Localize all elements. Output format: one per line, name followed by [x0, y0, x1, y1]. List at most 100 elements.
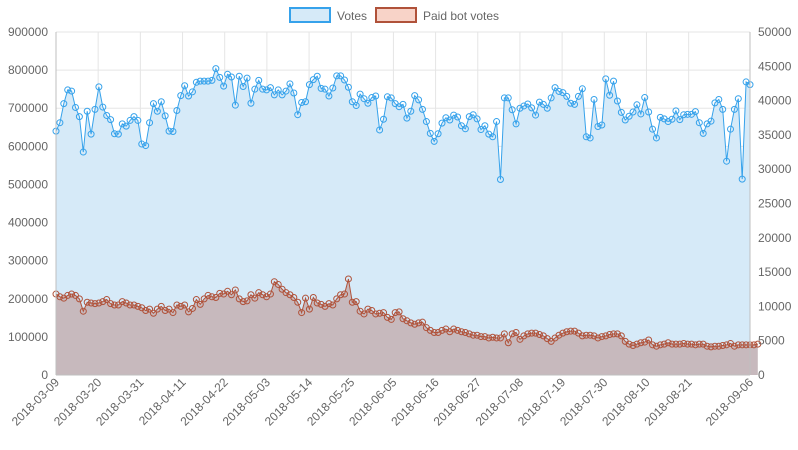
point-paid-bot-votes[interactable]: [376, 309, 384, 317]
point-paid-bot-votes[interactable]: [333, 295, 341, 303]
point-paid-bot-votes[interactable]: [208, 293, 216, 301]
point-paid-bot-votes[interactable]: [212, 293, 220, 301]
point-paid-bot-votes[interactable]: [742, 341, 750, 349]
point-paid-bot-votes[interactable]: [691, 341, 699, 349]
point-paid-bot-votes[interactable]: [715, 342, 723, 350]
point-paid-bot-votes[interactable]: [738, 341, 746, 349]
point-paid-bot-votes[interactable]: [485, 334, 493, 342]
point-paid-bot-votes[interactable]: [496, 334, 504, 342]
point-votes[interactable]: [555, 87, 563, 95]
point-votes[interactable]: [461, 125, 469, 133]
point-paid-bot-votes[interactable]: [399, 315, 407, 323]
point-paid-bot-votes[interactable]: [329, 301, 337, 309]
point-votes[interactable]: [629, 108, 637, 116]
point-votes[interactable]: [157, 98, 165, 106]
point-votes[interactable]: [313, 72, 321, 80]
point-paid-bot-votes[interactable]: [481, 333, 489, 341]
point-votes[interactable]: [251, 85, 259, 93]
point-paid-bot-votes[interactable]: [274, 280, 282, 288]
point-paid-bot-votes[interactable]: [294, 298, 302, 306]
point-paid-bot-votes[interactable]: [504, 339, 512, 347]
point-paid-bot-votes[interactable]: [352, 298, 360, 306]
point-votes[interactable]: [333, 72, 341, 80]
point-paid-bot-votes[interactable]: [188, 304, 196, 312]
point-paid-bot-votes[interactable]: [547, 337, 555, 345]
point-paid-bot-votes[interactable]: [719, 342, 727, 349]
point-votes[interactable]: [243, 74, 251, 82]
point-votes[interactable]: [134, 116, 142, 124]
point-votes[interactable]: [582, 133, 590, 141]
point-paid-bot-votes[interactable]: [652, 342, 660, 350]
point-votes[interactable]: [594, 123, 602, 131]
point-votes[interactable]: [727, 125, 735, 133]
point-paid-bot-votes[interactable]: [668, 340, 676, 348]
point-paid-bot-votes[interactable]: [348, 298, 356, 306]
point-votes[interactable]: [118, 120, 126, 128]
point-votes[interactable]: [695, 119, 703, 127]
point-votes[interactable]: [606, 91, 614, 99]
point-paid-bot-votes[interactable]: [200, 295, 208, 303]
point-paid-bot-votes[interactable]: [594, 334, 602, 342]
point-paid-bot-votes[interactable]: [664, 339, 672, 347]
point-paid-bot-votes[interactable]: [695, 340, 703, 348]
point-votes[interactable]: [114, 130, 122, 138]
point-votes[interactable]: [625, 112, 633, 120]
point-votes[interactable]: [75, 113, 83, 121]
point-votes[interactable]: [231, 101, 239, 109]
point-votes[interactable]: [185, 92, 193, 100]
point-paid-bot-votes[interactable]: [563, 328, 571, 336]
point-paid-bot-votes[interactable]: [426, 326, 434, 334]
legend-swatch-votes[interactable]: [289, 7, 331, 23]
point-paid-bot-votes[interactable]: [259, 291, 267, 299]
point-votes[interactable]: [270, 91, 278, 99]
point-paid-bot-votes[interactable]: [535, 331, 543, 339]
point-paid-bot-votes[interactable]: [586, 331, 594, 339]
point-votes[interactable]: [508, 106, 516, 114]
point-paid-bot-votes[interactable]: [625, 340, 633, 348]
point-votes[interactable]: [493, 118, 501, 126]
point-votes[interactable]: [524, 100, 532, 108]
point-votes[interactable]: [344, 83, 352, 91]
point-votes[interactable]: [719, 105, 727, 113]
point-votes[interactable]: [563, 92, 571, 100]
point-votes[interactable]: [95, 83, 103, 91]
point-paid-bot-votes[interactable]: [598, 333, 606, 341]
point-paid-bot-votes[interactable]: [703, 342, 711, 350]
point-paid-bot-votes[interactable]: [590, 332, 598, 340]
point-paid-bot-votes[interactable]: [754, 340, 762, 348]
point-paid-bot-votes[interactable]: [325, 300, 333, 308]
point-votes[interactable]: [192, 78, 200, 86]
point-votes[interactable]: [356, 90, 364, 98]
point-paid-bot-votes[interactable]: [411, 320, 419, 328]
point-paid-bot-votes[interactable]: [633, 340, 641, 348]
point-paid-bot-votes[interactable]: [512, 328, 520, 336]
point-paid-bot-votes[interactable]: [641, 338, 649, 346]
point-votes[interactable]: [590, 95, 598, 103]
point-paid-bot-votes[interactable]: [500, 330, 508, 338]
point-votes[interactable]: [676, 116, 684, 124]
point-votes[interactable]: [567, 99, 575, 107]
point-votes[interactable]: [684, 110, 692, 118]
point-paid-bot-votes[interactable]: [454, 326, 462, 334]
point-votes[interactable]: [442, 114, 450, 122]
point-votes[interactable]: [290, 89, 298, 97]
legend-swatch-paid-bot-votes[interactable]: [375, 7, 417, 23]
point-votes[interactable]: [103, 111, 111, 119]
point-votes[interactable]: [348, 98, 356, 106]
point-paid-bot-votes[interactable]: [91, 300, 99, 308]
point-votes[interactable]: [298, 99, 306, 107]
point-paid-bot-votes[interactable]: [118, 298, 126, 306]
point-paid-bot-votes[interactable]: [95, 299, 103, 307]
point-paid-bot-votes[interactable]: [216, 289, 224, 297]
point-paid-bot-votes[interactable]: [680, 339, 688, 347]
point-votes[interactable]: [305, 81, 313, 89]
point-paid-bot-votes[interactable]: [477, 333, 485, 341]
point-paid-bot-votes[interactable]: [438, 326, 446, 334]
point-paid-bot-votes[interactable]: [181, 301, 189, 309]
point-votes[interactable]: [438, 119, 446, 127]
point-paid-bot-votes[interactable]: [457, 328, 465, 336]
point-votes[interactable]: [411, 92, 419, 100]
point-paid-bot-votes[interactable]: [149, 309, 157, 317]
point-votes[interactable]: [543, 104, 551, 112]
point-paid-bot-votes[interactable]: [224, 287, 232, 295]
